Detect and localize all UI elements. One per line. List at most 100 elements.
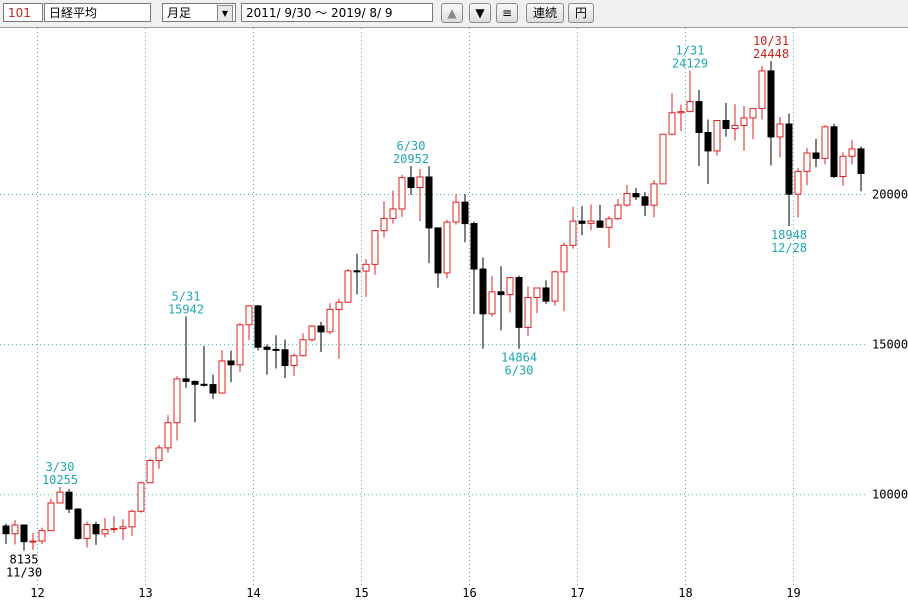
candle-body: [398, 177, 406, 210]
annotation-value: 20952: [393, 152, 429, 166]
candle-body: [614, 204, 622, 220]
candle-body: [524, 297, 532, 328]
annotation-date: 6/30: [505, 364, 534, 378]
candle-body: [173, 378, 181, 424]
candle-body: [137, 482, 145, 512]
candle-body: [497, 291, 505, 296]
candle-body: [569, 220, 577, 246]
candle-body: [767, 70, 775, 138]
name-field[interactable]: 日経平均: [44, 3, 151, 22]
candle-body: [596, 220, 604, 228]
toolbar: 101 日経平均 月足 ▼ 2011/ 9/30 ～ 2019/ 8/ 9 ▲ ▼…: [0, 0, 908, 28]
candle-body: [65, 491, 73, 510]
chart: 10000 15000 20000 12 13 14 15 16 17 18 19 813511/30…: [0, 28, 908, 600]
candle-body: [344, 270, 352, 303]
candle-body: [551, 271, 559, 302]
candle-body: [182, 378, 190, 382]
candle-body: [425, 176, 433, 229]
candle-body: [803, 152, 811, 172]
candle-body: [263, 346, 271, 350]
candle-body: [659, 133, 667, 185]
candle-body: [830, 126, 838, 178]
candle-body: [857, 148, 865, 174]
candle-body: [272, 348, 280, 351]
annotation-value: 24448: [753, 47, 789, 61]
candle-body: [119, 526, 127, 530]
candle-body: [326, 308, 334, 333]
candle-body: [371, 230, 379, 265]
candle-body: [110, 528, 118, 531]
candle-body: [776, 123, 784, 138]
candle-body: [794, 170, 802, 195]
candle-body: [542, 287, 550, 302]
y-tick-label: 20000: [872, 188, 908, 202]
candle-body: [92, 523, 100, 535]
candle-body: [362, 263, 370, 272]
code-field[interactable]: 101: [3, 3, 43, 22]
candle-body: [416, 176, 424, 189]
candle-body: [353, 270, 361, 273]
yen-button[interactable]: 円: [568, 3, 594, 23]
candle-body: [821, 126, 829, 159]
candle-body: [38, 530, 46, 542]
annotation-date: 5/31: [172, 289, 201, 303]
annotation-value: 14864: [501, 351, 537, 365]
continuous-button[interactable]: 連続: [526, 3, 564, 23]
candle-body: [704, 131, 712, 152]
candle-body: [695, 101, 703, 133]
date-range[interactable]: 2011/ 9/30 ～ 2019/ 8/ 9: [241, 3, 433, 22]
candle-body: [191, 380, 199, 385]
candle-body: [632, 193, 640, 198]
candle-body: [506, 277, 514, 296]
candle-body: [209, 384, 217, 394]
y-tick-label: 10000: [872, 488, 908, 502]
candle-body: [749, 108, 757, 119]
period-select[interactable]: 月足 ▼: [162, 3, 236, 22]
candle-body: [605, 218, 613, 228]
candle-body: [128, 510, 136, 528]
candle-body: [848, 148, 856, 157]
candle-body: [236, 324, 244, 366]
candle-body: [11, 524, 19, 535]
up-button[interactable]: ▲: [441, 3, 463, 23]
candle-body: [758, 70, 766, 110]
annotation-date: 10/31: [753, 34, 789, 48]
candle-body: [488, 291, 496, 315]
dropdown-arrow[interactable]: ▼: [217, 5, 233, 22]
candle-body: [587, 220, 595, 224]
candle-body: [317, 325, 325, 333]
candle-body: [380, 217, 388, 232]
annotation-date: 3/30: [46, 460, 75, 474]
menu-button[interactable]: ≡: [496, 3, 518, 23]
candle-body: [290, 355, 298, 367]
candle-body: [245, 305, 253, 326]
candle-body: [641, 196, 649, 206]
down-button[interactable]: ▼: [469, 3, 491, 23]
candle-body: [56, 491, 64, 504]
candle-body: [785, 123, 793, 195]
candle-body: [470, 223, 478, 270]
candle-body: [731, 124, 739, 130]
candle-body: [722, 120, 730, 130]
annotation-date: 11/30: [6, 566, 42, 580]
x-tick-label: 18: [678, 586, 692, 600]
candle-body: [812, 152, 820, 159]
candle-body: [533, 287, 541, 299]
candle-body: [479, 268, 487, 315]
annotation-date: 6/30: [397, 139, 426, 153]
x-tick-label: 14: [246, 586, 260, 600]
candle-body: [47, 502, 55, 532]
candle-body: [164, 422, 172, 449]
annotation-value: 18948: [771, 228, 807, 242]
x-tick-label: 19: [786, 586, 800, 600]
candle-body: [686, 101, 694, 113]
candle-body: [281, 349, 289, 367]
candle-body: [668, 112, 676, 135]
candle-body: [200, 383, 208, 386]
candle-body: [461, 201, 469, 225]
annotation-date: 12/28: [771, 241, 807, 255]
candle-body: [308, 325, 316, 341]
annotation-value: 8135: [10, 553, 39, 567]
candle-body: [677, 111, 685, 114]
candle-body: [20, 524, 28, 543]
